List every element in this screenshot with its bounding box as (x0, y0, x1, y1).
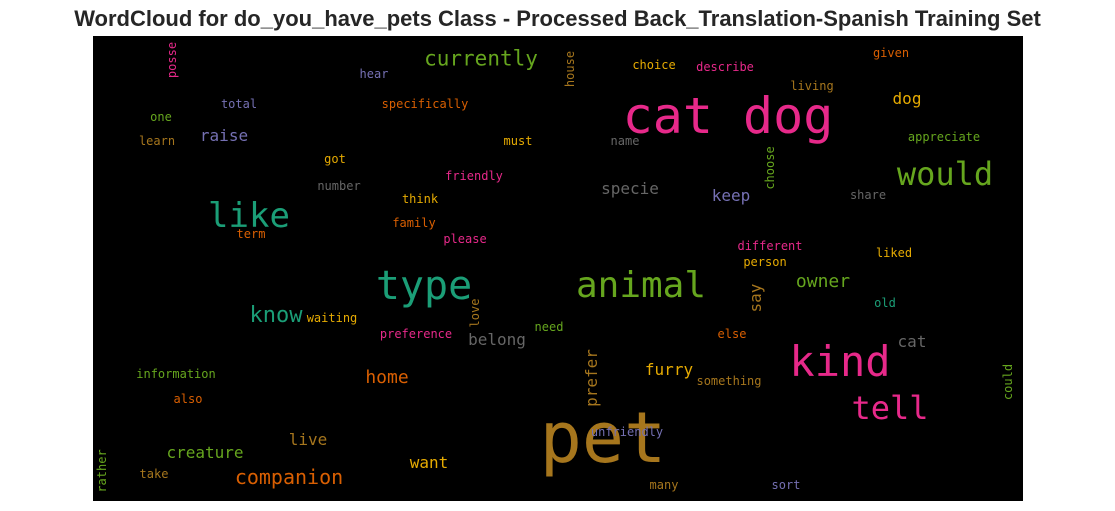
word-one: one (150, 110, 172, 124)
word-belong: belong (468, 330, 526, 349)
word-love: love (468, 298, 482, 328)
word-would: would (896, 155, 994, 193)
word-cat-dog: cat dog (622, 87, 834, 145)
word-raise: raise (199, 126, 249, 145)
word-number: number (317, 179, 361, 193)
word-keep: keep (711, 186, 751, 205)
word-learn: learn (138, 134, 176, 148)
word-think: think (401, 192, 439, 206)
word-know: know (249, 303, 303, 328)
word-cat: cat (897, 332, 927, 351)
word-hear: hear (359, 67, 389, 81)
word-house: house (563, 50, 577, 88)
word-unfriendly: unfriendly (590, 425, 664, 439)
word-old: old (874, 296, 896, 310)
word-share: share (849, 188, 887, 202)
word-could: could (1001, 363, 1015, 401)
word-owner: owner (795, 271, 851, 292)
word-like: like (208, 196, 290, 236)
word-name: name (610, 134, 640, 148)
word-person: person (743, 255, 787, 269)
word-type: type (375, 263, 473, 309)
word-must: must (503, 134, 533, 148)
word-companion: companion (234, 465, 344, 489)
word-animal: animal (575, 265, 707, 306)
word-specifically: specifically (381, 97, 469, 111)
word-kind: kind (789, 337, 891, 386)
word-waiting: waiting (306, 311, 358, 325)
word-sort: sort (771, 478, 801, 492)
word-appreciate: appreciate (907, 130, 981, 144)
word-dog: dog (892, 89, 922, 108)
word-want: want (409, 453, 449, 472)
word-posse: posse (165, 41, 179, 79)
word-different: different (737, 239, 803, 253)
word-home: home (365, 367, 409, 388)
word-family: family (392, 216, 436, 230)
word-choose: choose (763, 146, 777, 190)
word-currently: currently (424, 46, 538, 71)
word-given: given (872, 46, 910, 60)
word-liked: liked (875, 246, 913, 260)
word-term: term (236, 227, 266, 241)
word-describe: describe (696, 60, 754, 74)
word-need: need (534, 320, 564, 334)
word-something: something (696, 374, 762, 388)
word-friendly: friendly (445, 169, 503, 183)
word-also: also (173, 392, 203, 406)
word-pet: pet (539, 397, 667, 479)
word-tell: tell (851, 389, 929, 427)
word-total: total (220, 97, 258, 111)
word-living: living (790, 79, 834, 93)
word-take: take (139, 467, 169, 481)
word-please: please (443, 232, 487, 246)
word-creature: creature (166, 443, 244, 462)
word-many: many (649, 478, 679, 492)
chart-title: WordCloud for do_you_have_pets Class - P… (74, 6, 1041, 31)
word-furry: furry (644, 360, 694, 379)
word-choice: choice (632, 58, 676, 72)
word-say: say (746, 283, 765, 313)
word-else: else (717, 327, 747, 341)
word-cloud: pet cat dog kind animal type would like tell cur… (93, 36, 1023, 501)
word-live: live (288, 430, 328, 449)
word-rather: rather (95, 449, 109, 493)
word-specie: specie (601, 179, 659, 198)
word-information: information (136, 367, 216, 381)
word-prefer: prefer (582, 349, 601, 407)
word-got: got (324, 152, 346, 166)
word-preference: preference (379, 327, 453, 341)
